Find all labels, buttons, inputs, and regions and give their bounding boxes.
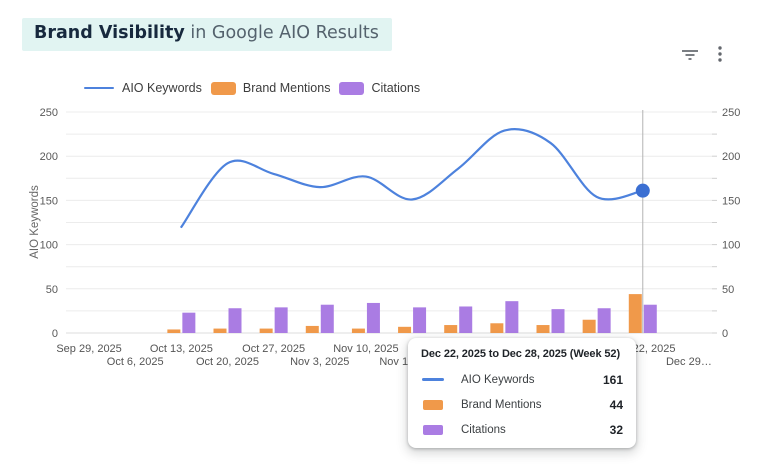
page-title: Brand Visibility in Google AIO Results [22,18,392,51]
bar-citations[interactable] [551,309,565,333]
tooltip-row-citations: Citations 32 [421,417,623,442]
legend-label: Citations [371,81,421,95]
bar-brand-mentions[interactable] [444,325,458,333]
tooltip-row-aio-keywords: AIO Keywords 161 [421,367,623,392]
legend-label: Brand Mentions [242,81,331,95]
y-tick-label-right: 100 [722,240,740,252]
bar-citations[interactable] [459,306,473,333]
x-tick-label: Nov 3, 2025 [290,356,349,368]
kebab-menu-icon [708,46,732,69]
bar-citations[interactable] [505,301,519,333]
y-tick-label-left: 0 [52,328,58,340]
y-tick-label-left: 50 [46,284,58,296]
y-tick-label-right: 50 [722,284,734,296]
aio-keywords-line[interactable] [180,128,644,229]
bar-swatch-icon [423,399,443,410]
bar-brand-mentions[interactable] [628,294,642,333]
y-tick-label-right: 250 [722,107,740,119]
selected-point-marker[interactable] [635,183,650,198]
bar-citations[interactable] [320,304,334,333]
tooltip-label: AIO Keywords [461,373,535,386]
bar-swatch-icon [339,81,365,95]
tooltip-value: 161 [602,372,623,387]
y-tick-label-left: 150 [40,195,58,207]
bar-brand-mentions[interactable] [536,325,550,333]
tooltip-title: Dec 22, 2025 to Dec 28, 2025 (Week 52) [421,348,621,360]
bar-citations[interactable] [228,308,242,333]
bar-citations[interactable] [274,307,288,333]
filter-button[interactable] [678,42,702,66]
legend-item-citations[interactable]: Citations [339,81,420,95]
page-title-highlight: Brand Visibility [34,23,185,43]
bar-citations[interactable] [643,304,657,333]
chart-legend: AIO Keywords Brand Mentions Citations [84,81,429,95]
bar-brand-mentions[interactable] [582,319,596,333]
bar-citations[interactable] [366,302,380,333]
bar-citations[interactable] [597,308,611,333]
line-swatch-icon [422,378,444,381]
filter-icon [678,50,702,69]
y-axis-title: AIO Keywords [29,185,41,259]
bar-swatch-icon [423,424,443,435]
tooltip-label: Citations [461,423,506,436]
bar-swatch-icon [210,81,236,95]
more-options-button[interactable] [708,42,732,66]
bar-brand-mentions[interactable] [213,328,227,333]
y-tick-label-right: 150 [722,195,740,207]
bar-brand-mentions[interactable] [167,329,181,333]
chart-tooltip: Dec 22, 2025 to Dec 28, 2025 (Week 52) A… [408,338,636,448]
tooltip-value: 44 [609,397,623,412]
y-tick-label-left: 250 [40,107,58,119]
tooltip-value: 32 [609,422,623,437]
bar-brand-mentions[interactable] [305,325,319,333]
bar-brand-mentions[interactable] [490,323,504,333]
page-title-rest: in Google AIO Results [184,23,379,43]
x-tick-label: Oct 13, 2025 [150,343,213,355]
bar-brand-mentions[interactable] [259,328,273,333]
y-tick-label-left: 100 [40,240,58,252]
bar-citations[interactable] [413,307,427,333]
x-tick-label: Oct 6, 2025 [107,356,164,368]
legend-item-aio-keywords[interactable]: AIO Keywords [84,81,202,95]
x-tick-label: Oct 27, 2025 [242,343,305,355]
line-swatch-icon [84,86,114,90]
legend-item-brand-mentions[interactable]: Brand Mentions [210,81,331,95]
x-tick-label: Oct 20, 2025 [196,356,259,368]
bar-citations[interactable] [182,312,196,333]
legend-label: AIO Keywords [122,81,202,95]
tooltip-label: Brand Mentions [461,398,542,411]
y-tick-label-right: 200 [722,151,740,163]
x-tick-label: Sep 29, 2025 [56,343,121,355]
y-tick-label-left: 200 [40,151,58,163]
x-tick-label: Nov 10, 2025 [333,343,398,355]
bar-brand-mentions[interactable] [398,326,412,333]
tooltip-row-brand-mentions: Brand Mentions 44 [421,392,623,417]
x-tick-label: Dec 29… [666,356,712,368]
bar-brand-mentions[interactable] [351,328,365,333]
y-tick-label-right: 0 [722,328,728,340]
